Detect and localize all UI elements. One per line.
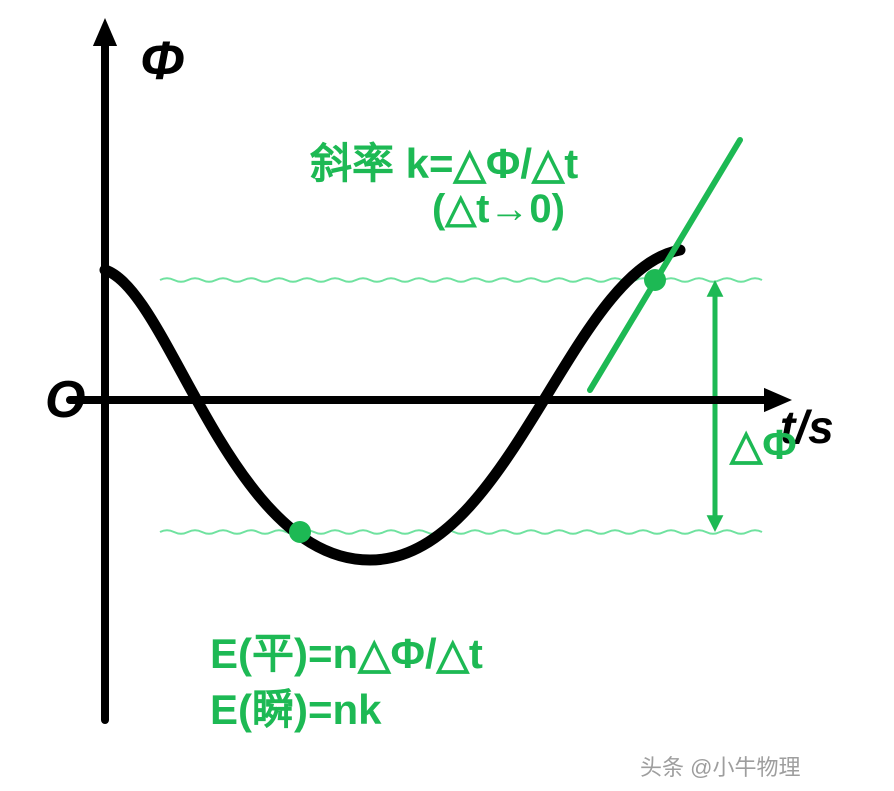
wavy-line-top xyxy=(160,278,762,282)
origin-label: O xyxy=(45,370,85,430)
curve-point-lower xyxy=(289,521,311,543)
y-axis-arrowhead xyxy=(93,18,117,46)
diagram-canvas: Φ O t/s 斜率 k=△Φ/△t (△t→0) △Φ E(平)=n△Φ/△t… xyxy=(0,0,894,791)
slope-limit-label: (△t→0) xyxy=(432,186,565,232)
watermark-text: 头条 @小牛物理 xyxy=(640,750,800,782)
curve-point-upper xyxy=(644,269,666,291)
slope-formula-label: 斜率 k=△Φ/△t xyxy=(310,130,578,191)
wavy-line-bottom xyxy=(160,530,762,534)
emf-average-formula: E(平)=n△Φ/△t xyxy=(210,620,483,681)
flux-curve xyxy=(105,250,680,560)
delta-phi-label: △Φ xyxy=(730,420,797,469)
wavy-reference-lines xyxy=(160,278,762,534)
y-axis-label: Φ xyxy=(140,30,184,92)
delta-phi-arrow xyxy=(707,280,724,532)
emf-instant-formula: E(瞬)=nk xyxy=(210,676,382,737)
